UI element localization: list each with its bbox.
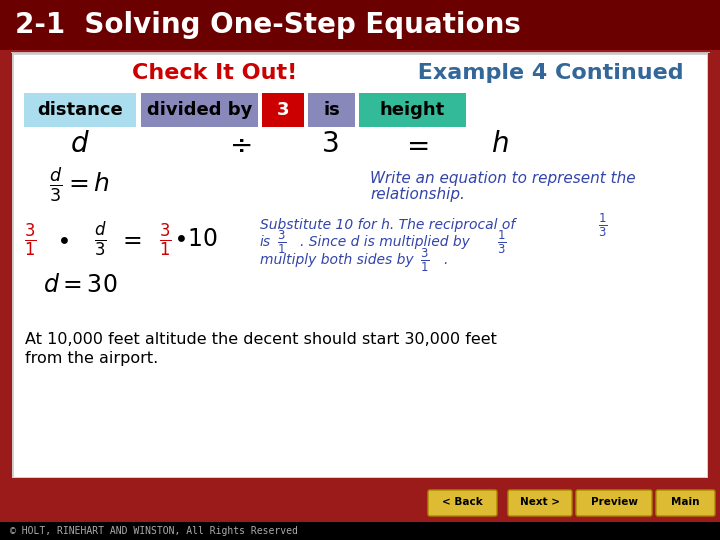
Text: $\frac{d}{3}$: $\frac{d}{3}$	[94, 221, 107, 259]
Text: Next >: Next >	[520, 497, 560, 507]
Text: distance: distance	[37, 101, 123, 119]
Text: 2-1  Solving One-Step Equations: 2-1 Solving One-Step Equations	[15, 11, 521, 39]
Text: $\frac{3}{1}$: $\frac{3}{1}$	[420, 246, 429, 274]
FancyBboxPatch shape	[428, 490, 497, 516]
FancyBboxPatch shape	[262, 93, 304, 127]
Text: relationship.: relationship.	[370, 186, 465, 201]
Text: $d = 30$: $d = 30$	[42, 273, 117, 297]
Text: Check It Out!: Check It Out!	[132, 63, 297, 83]
Text: Write an equation to represent the: Write an equation to represent the	[370, 171, 636, 186]
Text: $=$: $=$	[118, 228, 142, 252]
FancyBboxPatch shape	[576, 490, 652, 516]
FancyBboxPatch shape	[656, 490, 715, 516]
FancyBboxPatch shape	[0, 53, 12, 478]
Text: height: height	[380, 101, 445, 119]
Text: $\frac{d}{3} = h$: $\frac{d}{3} = h$	[50, 165, 111, 205]
Text: Substitute 10 for h. The reciprocal of: Substitute 10 for h. The reciprocal of	[260, 218, 516, 232]
FancyBboxPatch shape	[0, 0, 720, 50]
Text: from the airport.: from the airport.	[25, 350, 158, 366]
Text: Main: Main	[671, 497, 700, 507]
Text: $\div$: $\div$	[229, 132, 251, 159]
Text: $\frac{1}{3}$: $\frac{1}{3}$	[497, 228, 506, 256]
FancyBboxPatch shape	[24, 93, 136, 127]
FancyBboxPatch shape	[508, 490, 572, 516]
Text: $\frac{3}{1}$: $\frac{3}{1}$	[158, 221, 171, 259]
FancyBboxPatch shape	[0, 478, 720, 540]
FancyBboxPatch shape	[0, 522, 720, 540]
Text: is: is	[260, 235, 271, 249]
Text: is: is	[323, 101, 340, 119]
FancyBboxPatch shape	[141, 93, 258, 127]
Text: © HOLT, RINEHART AND WINSTON, All Rights Reserved: © HOLT, RINEHART AND WINSTON, All Rights…	[10, 526, 298, 536]
Text: $h$: $h$	[491, 132, 509, 159]
Text: $d$: $d$	[70, 132, 90, 159]
Text: < Back: < Back	[442, 497, 483, 507]
Text: $\bullet$: $\bullet$	[55, 228, 68, 252]
Text: $\frac{3}{1}$: $\frac{3}{1}$	[24, 221, 36, 259]
Text: $3$: $3$	[321, 132, 338, 159]
Text: $\frac{1}{3}$: $\frac{1}{3}$	[598, 211, 608, 239]
FancyBboxPatch shape	[12, 53, 708, 478]
Text: .: .	[443, 253, 447, 267]
Text: 3: 3	[276, 101, 289, 119]
Text: Example 4 Continued: Example 4 Continued	[410, 63, 683, 83]
FancyBboxPatch shape	[708, 53, 720, 478]
Text: $=$: $=$	[401, 132, 429, 159]
Text: divided by: divided by	[147, 101, 252, 119]
FancyBboxPatch shape	[308, 93, 355, 127]
Text: At 10,000 feet altitude the decent should start 30,000 feet: At 10,000 feet altitude the decent shoul…	[25, 333, 497, 348]
Text: Preview: Preview	[590, 497, 637, 507]
Text: $\bullet 10$: $\bullet 10$	[174, 228, 219, 252]
Text: $\frac{3}{1}$: $\frac{3}{1}$	[277, 228, 287, 256]
Text: . Since d is multiplied by: . Since d is multiplied by	[300, 235, 470, 249]
FancyBboxPatch shape	[359, 93, 466, 127]
Text: multiply both sides by: multiply both sides by	[260, 253, 413, 267]
